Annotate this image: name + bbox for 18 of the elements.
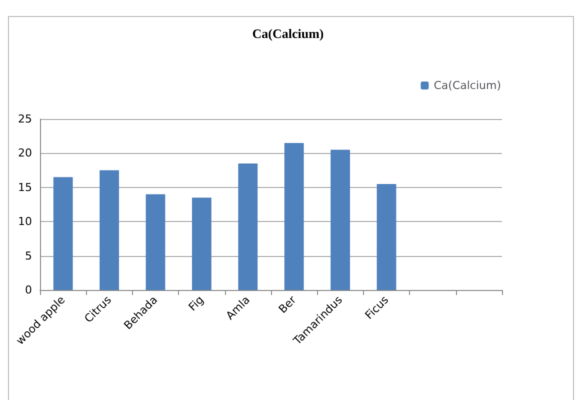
y-tick-label: 0 [25, 284, 32, 296]
bar [192, 198, 212, 290]
y-tick-label: 15 [18, 180, 32, 194]
bar [376, 184, 396, 290]
y-tick-label: 20 [18, 146, 32, 160]
bar [284, 142, 304, 290]
bar [100, 170, 119, 290]
x-tick-label: Ber [276, 293, 300, 316]
bar [146, 194, 166, 290]
y-tick-label: 10 [18, 215, 32, 228]
bar [330, 150, 350, 290]
y-tick-label: 25 [18, 112, 32, 126]
legend-label: Ca(Calcium) [434, 79, 502, 92]
bar [53, 177, 73, 290]
x-tick-label: Fig [186, 293, 206, 314]
bar [238, 163, 258, 290]
y-tick-label: 5 [25, 249, 32, 262]
chart-title: Ca(Calcium) [252, 26, 324, 41]
